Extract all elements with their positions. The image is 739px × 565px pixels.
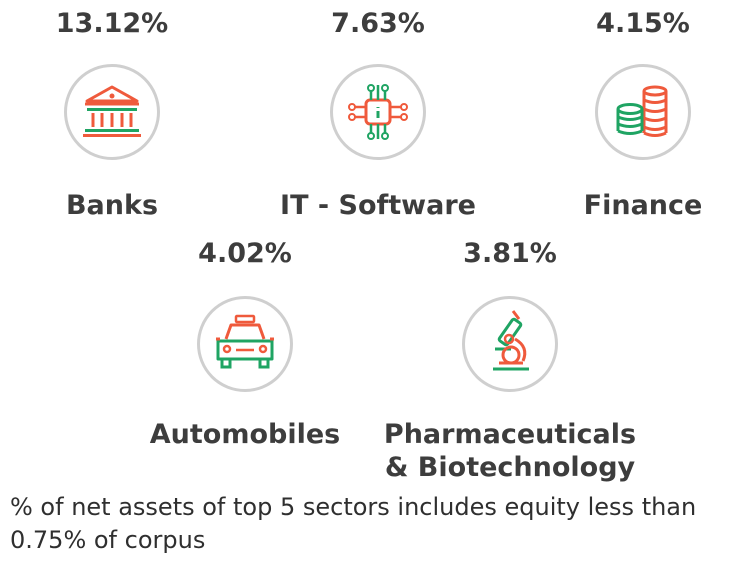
pharma-label-line2: & Biotechnology: [384, 452, 636, 483]
pharma-percent: 3.81%: [463, 238, 557, 269]
finance-percent: 4.15%: [596, 8, 690, 39]
coins-icon: [595, 64, 691, 160]
automobiles-percent: 4.02%: [198, 238, 292, 269]
pharma-label-line1: Pharmaceuticals: [383, 419, 637, 450]
it-software-percent: 7.63%: [331, 8, 425, 39]
bank-icon: [64, 64, 160, 160]
pharma-label: Pharmaceuticals & Biotechnology: [384, 418, 636, 484]
it-software-label: IT - Software: [280, 190, 476, 221]
banks-percent: 13.12%: [55, 8, 169, 39]
microscope-icon: [462, 296, 558, 392]
chip-icon: [330, 64, 426, 160]
automobiles-label: Automobiles: [149, 419, 341, 450]
footnote: % of net assets of top 5 sectors include…: [10, 493, 697, 554]
car-icon: [197, 296, 293, 392]
finance-label: Finance: [583, 190, 703, 221]
banks-label: Banks: [65, 190, 159, 221]
